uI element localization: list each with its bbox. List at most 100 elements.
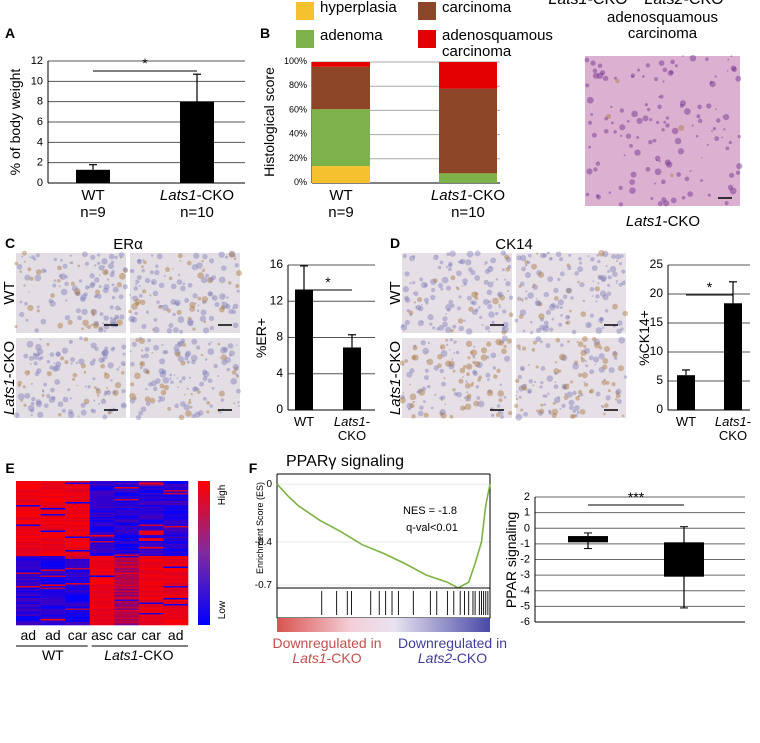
micrograph-texture [487,266,494,273]
micrograph-texture [177,253,183,259]
heatmap-cell [65,577,91,579]
micrograph-texture [466,391,469,394]
micrograph-texture [463,319,466,322]
heatmap-cell [114,547,140,549]
micrograph-texture [709,80,713,84]
micrograph-texture [191,360,196,365]
micrograph-texture [23,260,26,263]
micrograph-texture [84,285,90,290]
heatmap-cell [163,572,189,575]
micrograph-texture [479,315,483,320]
micrograph-texture [143,260,147,265]
heatmap-cell [138,544,164,546]
micrograph-texture [470,270,476,276]
panel-label: A [5,25,15,41]
heatmap-cell [65,557,91,560]
micrograph-texture [141,268,145,273]
micrograph-texture [553,368,560,375]
micrograph-texture [179,380,183,384]
micrograph-texture [54,379,61,385]
heatmap-cell [138,583,164,585]
heatmap-cell [65,556,91,558]
micrograph-texture [659,94,664,99]
micrograph-texture [98,357,105,364]
micrograph-texture [160,389,167,396]
micrograph-texture [53,364,61,372]
micrograph-texture [598,275,602,280]
column-label: car [141,627,161,643]
heatmap-cell [40,497,66,500]
micrograph-texture [145,387,148,391]
heatmap-cell [138,536,164,539]
heatmap-cell [163,575,189,578]
micrograph-texture [533,381,536,384]
micrograph-texture [569,414,575,419]
heatmap-cell [40,607,66,609]
micrograph-texture [568,399,575,406]
micrograph-texture [17,393,25,401]
micrograph-texture [181,340,185,344]
chart-title: PPARγ signaling [286,453,404,470]
micrograph-texture [446,343,449,346]
micrograph-texture [231,309,237,315]
micrograph-texture [554,361,558,364]
heatmap-cell [163,505,189,507]
y-tick-label: 60% [289,105,307,115]
micrograph-texture [615,388,622,395]
micrograph-texture [417,297,423,303]
micrograph-texture [516,296,521,301]
heatmap-cell [138,541,164,543]
heatmap-cell [114,557,140,560]
micrograph-texture [517,374,522,379]
micrograph-texture [608,191,612,194]
micrograph-texture [547,276,554,282]
heatmap-cell [65,562,91,564]
micrograph-texture [648,139,653,145]
micrograph-texture [572,409,576,414]
heatmap-cell [40,488,66,491]
micrograph-texture [611,254,617,259]
micrograph-texture [177,356,184,363]
heatmap-cell [65,527,91,530]
heatmap-cell [40,623,66,626]
y-tick-label: 4 [276,366,283,380]
micrograph-texture [220,305,226,310]
micrograph-texture [566,263,571,268]
micrograph-texture [701,156,703,159]
heatmap-cell [114,482,140,485]
micrograph-texture [35,400,43,408]
micrograph-texture [201,259,204,263]
micrograph-texture [590,60,596,66]
heatmap-cell [16,593,41,596]
micrograph-texture [594,286,600,292]
heatmap-cell [65,491,91,494]
micrograph-texture [104,390,109,395]
micrograph-texture [192,293,198,299]
micrograph-texture [470,349,478,357]
micrograph-texture [141,265,144,269]
column-label: car [117,627,137,643]
micrograph-texture [669,70,674,75]
micrograph-texture [200,276,208,284]
micrograph-texture [691,124,694,127]
heatmap-cell [65,592,91,594]
heatmap-cell [138,610,164,612]
micrograph-texture [616,399,622,405]
micrograph-texture [537,301,543,307]
micrograph-texture [60,356,65,361]
micrograph-texture [174,349,181,356]
heatmap-cell [40,481,66,483]
heatmap-cell [163,590,189,593]
x-tick-label: WT [81,187,104,204]
heatmap-cell [138,545,164,548]
micrograph-texture [400,324,408,331]
micrograph-texture [174,299,181,306]
micrograph-texture [566,320,571,325]
micrograph-texture [70,362,73,365]
heatmap-cell [163,502,189,504]
micrograph-texture [91,313,95,317]
heatmap-cell [114,569,140,572]
heatmap-cell [40,614,66,617]
heatmap-cell [163,569,189,572]
micrograph-texture [186,387,189,390]
